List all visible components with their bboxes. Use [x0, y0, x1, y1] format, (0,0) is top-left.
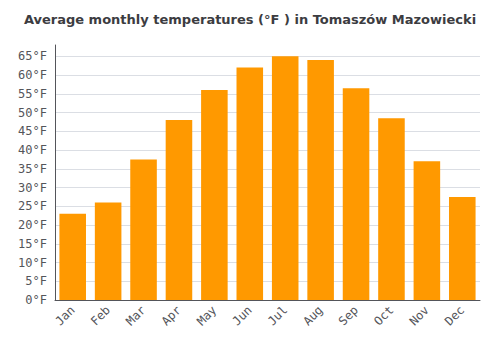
svg-text:25°F: 25°F — [18, 199, 47, 213]
svg-text:Aug: Aug — [300, 303, 325, 328]
svg-text:20°F: 20°F — [18, 218, 47, 232]
svg-text:Jul: Jul — [265, 303, 290, 328]
svg-text:Jun: Jun — [230, 303, 255, 328]
svg-text:Dec: Dec — [442, 303, 467, 328]
svg-text:0°F: 0°F — [25, 293, 47, 307]
svg-text:Apr: Apr — [159, 303, 184, 328]
svg-text:50°F: 50°F — [18, 106, 47, 120]
svg-text:55°F: 55°F — [18, 87, 47, 101]
svg-text:60°F: 60°F — [18, 68, 47, 82]
svg-text:15°F: 15°F — [18, 237, 47, 251]
svg-text:Nov: Nov — [407, 303, 432, 328]
svg-text:35°F: 35°F — [18, 162, 47, 176]
svg-text:Jan: Jan — [52, 303, 77, 328]
svg-text:Average monthly temperatures (: Average monthly temperatures (°F ) in To… — [24, 12, 476, 27]
svg-text:Oct: Oct — [371, 303, 396, 328]
svg-text:30°F: 30°F — [18, 181, 47, 195]
svg-text:45°F: 45°F — [18, 124, 47, 138]
svg-text:May: May — [194, 303, 219, 328]
svg-text:5°F: 5°F — [25, 274, 47, 288]
svg-text:10°F: 10°F — [18, 256, 47, 270]
svg-text:65°F: 65°F — [18, 49, 47, 63]
svg-text:Feb: Feb — [88, 303, 113, 328]
svg-text:40°F: 40°F — [18, 143, 47, 157]
svg-text:Mar: Mar — [123, 303, 148, 328]
svg-text:Sep: Sep — [336, 303, 361, 328]
